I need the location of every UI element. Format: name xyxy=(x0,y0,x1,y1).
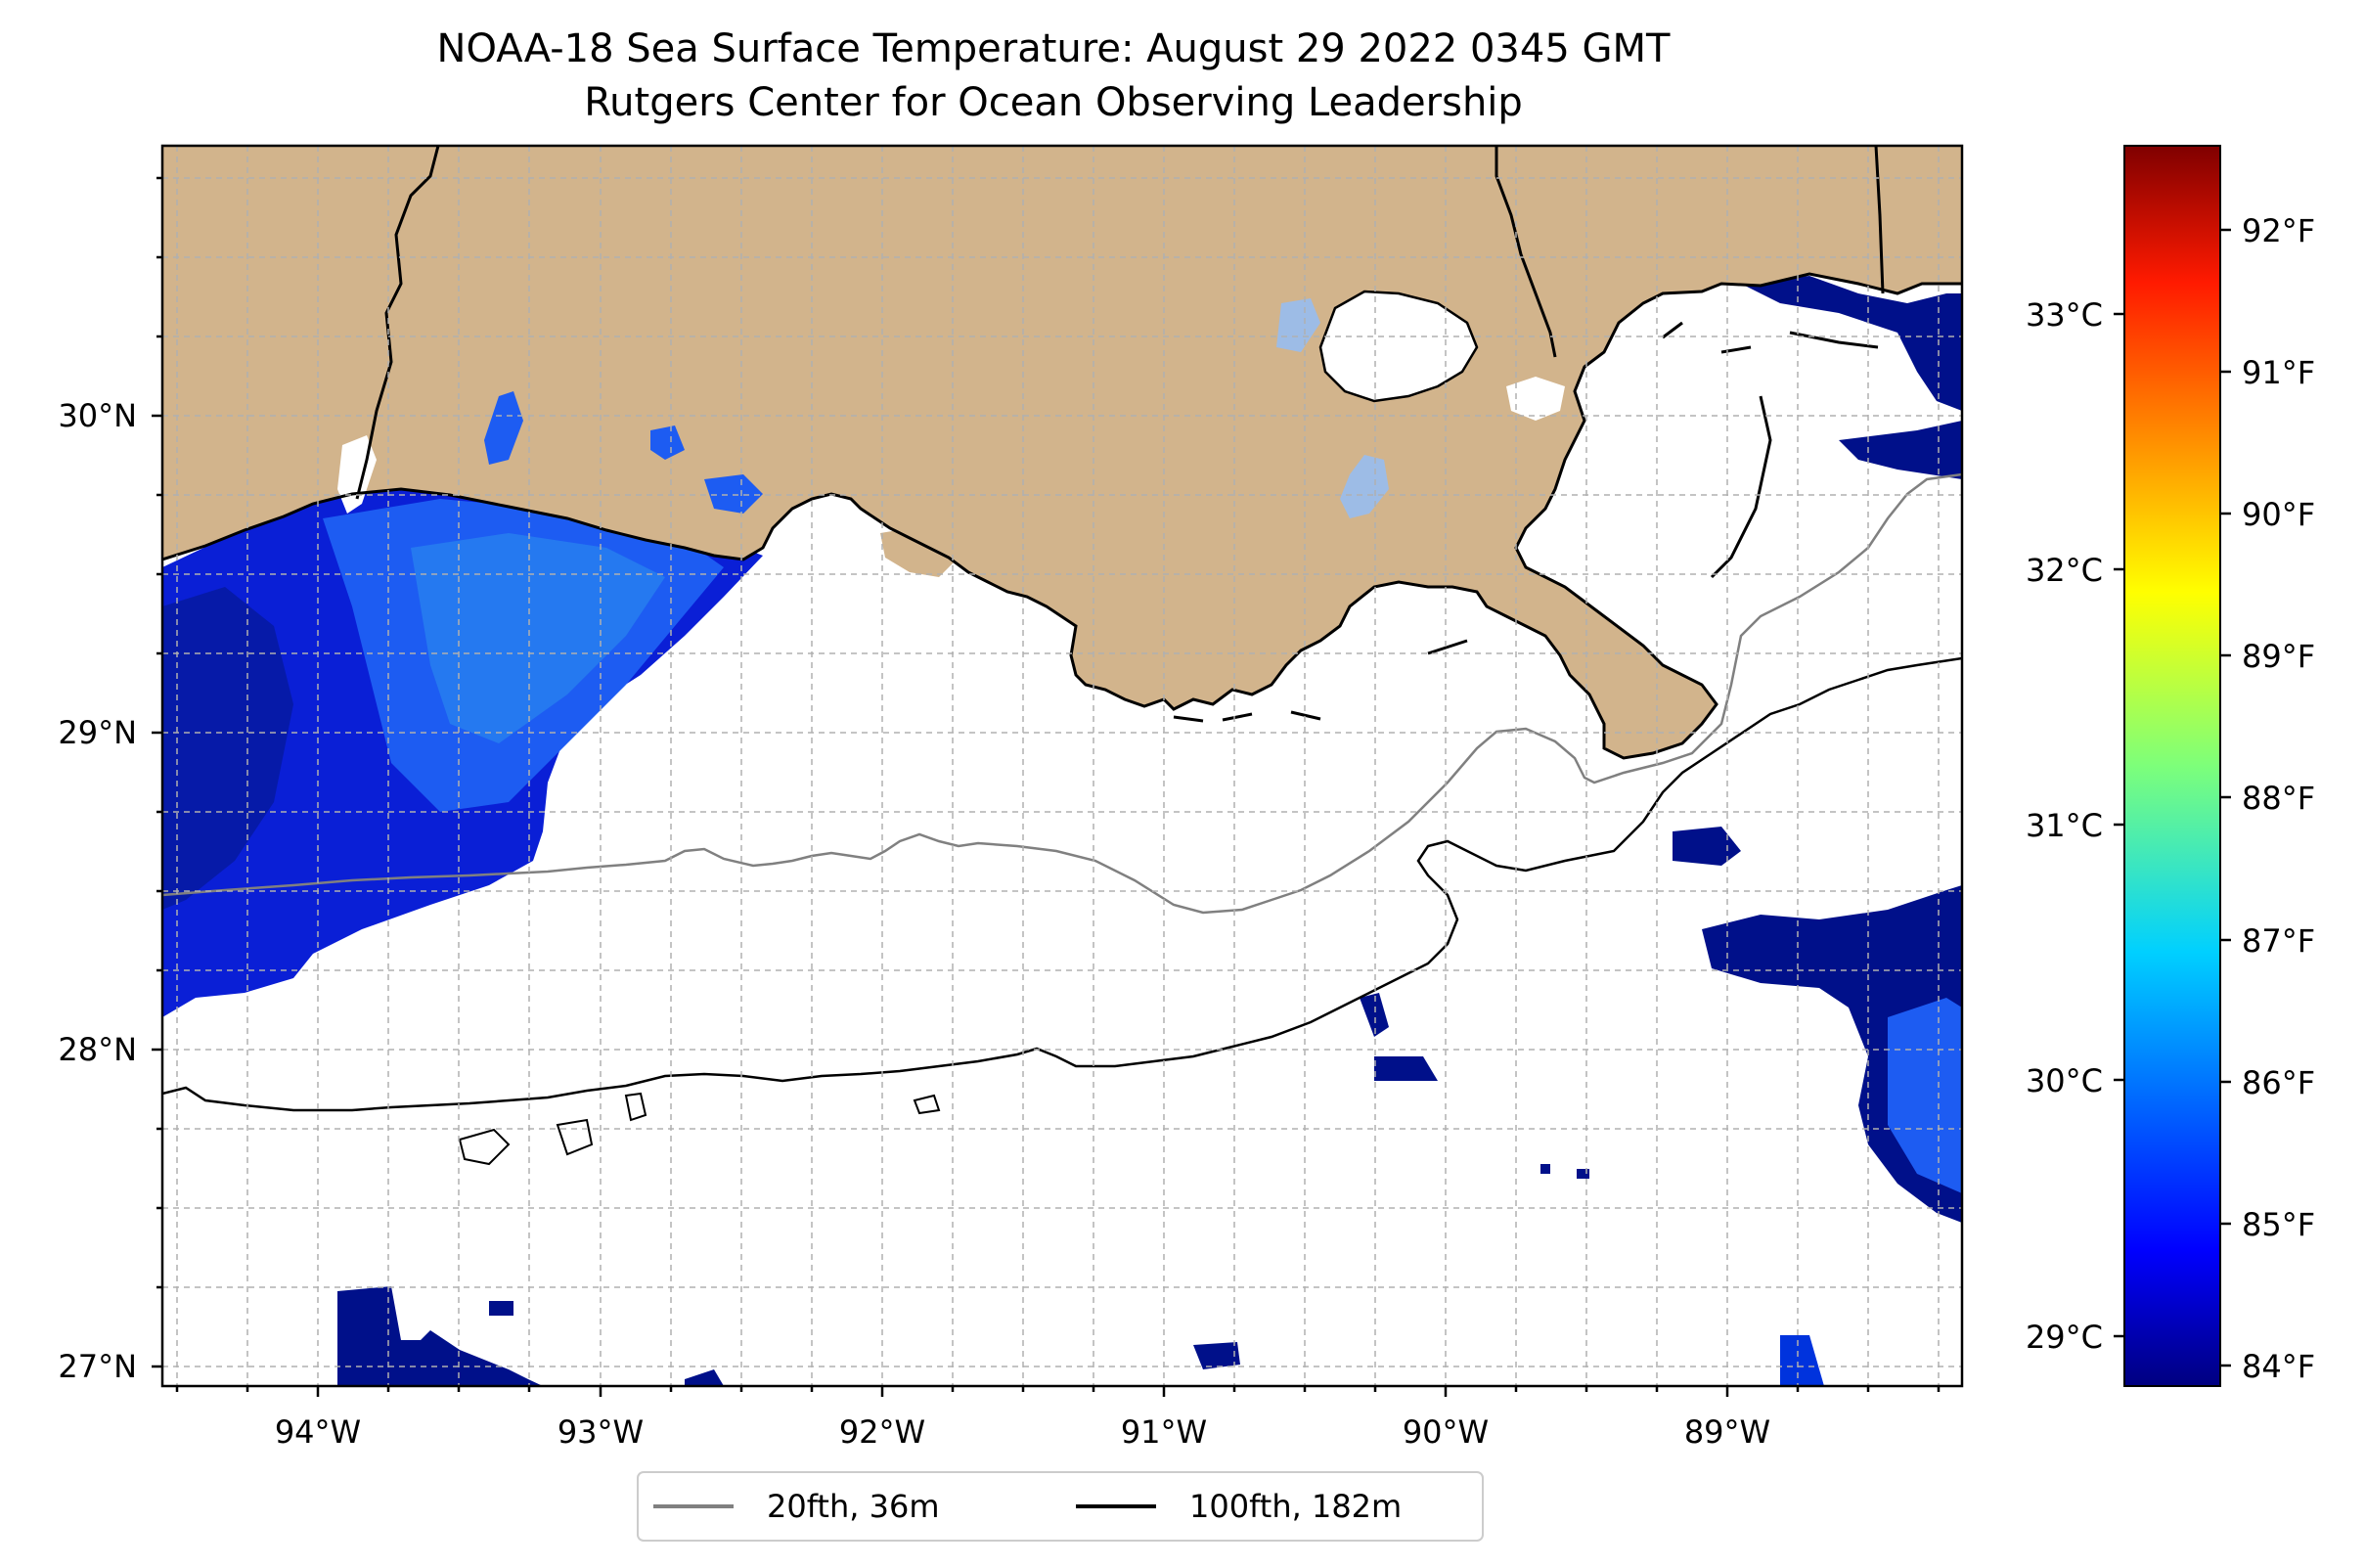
sst-patch-south-2 xyxy=(1193,1342,1240,1369)
island-3 xyxy=(1290,710,1321,721)
isobath-100fth-knoll-2 xyxy=(556,1118,594,1156)
map-panel xyxy=(162,146,1962,1386)
legend: 20fth, 36m 100fth, 182m xyxy=(637,1471,1484,1542)
colorbar-c-tick-29: 29°C xyxy=(2026,1319,2103,1356)
island-4 xyxy=(1427,639,1468,655)
colorbar-f-tick-88: 88°F xyxy=(2242,780,2315,817)
colorbar-f-tick-89: 89°F xyxy=(2242,638,2315,675)
gridlines xyxy=(162,146,1962,1386)
isobath-100fth-knoll-4 xyxy=(913,1094,941,1115)
sst-data-layer xyxy=(162,276,1962,1386)
lake-blue-1 xyxy=(484,391,523,465)
island-2 xyxy=(1222,712,1253,722)
colorbar-c-tick-33: 33°C xyxy=(2026,296,2103,334)
coastline-borders xyxy=(162,146,1962,760)
isobath-100fth-knoll-1 xyxy=(458,1128,511,1166)
isobath-100fth xyxy=(162,656,1962,1112)
lat-tick-label-28n: 28°N xyxy=(58,1031,137,1068)
lake-pontchartrain xyxy=(1318,290,1479,403)
island-6 xyxy=(1720,345,1752,354)
x-ticks xyxy=(175,1386,1941,1397)
colorbar-f-tick-91: 91°F xyxy=(2242,354,2315,391)
sst-patch-east-2 xyxy=(1673,827,1741,866)
island-8 xyxy=(1710,395,1772,579)
sst-patch-southwest-2 xyxy=(489,1301,513,1316)
isobath-20fth xyxy=(162,472,1962,915)
sst-patch-northeast xyxy=(1741,276,1962,411)
map-frame xyxy=(160,144,1964,1388)
colorbar-gradient xyxy=(2123,145,2221,1387)
colorbar-c-tick-30: 30°C xyxy=(2026,1062,2103,1099)
colorbar-ticks xyxy=(2114,228,2231,1367)
sst-patch-mid-3 xyxy=(1540,1164,1550,1174)
colorbar-c-tick-31: 31°C xyxy=(2026,807,2103,844)
lat-tick-label-30n: 30°N xyxy=(58,397,137,434)
land-peninsula-sw xyxy=(880,528,954,577)
title-line-1: NOAA-18 Sea Surface Temperature: August … xyxy=(437,26,1671,71)
mississippi-alabama-border xyxy=(1874,146,1885,294)
sst-patch-northeast-2 xyxy=(1839,421,1962,479)
colorbar-f-tick-84: 84°F xyxy=(2242,1348,2315,1385)
sst-patch-west-cool xyxy=(162,587,293,910)
lake-white-east xyxy=(1506,377,1565,421)
coastline xyxy=(162,272,1962,760)
lake-shallow-1 xyxy=(1276,298,1320,352)
sst-patch-mid-2 xyxy=(1374,1056,1438,1081)
lon-tick-label-94w: 94°W xyxy=(275,1413,361,1451)
island-7 xyxy=(1789,331,1879,349)
land-area xyxy=(162,146,1962,758)
lon-tick-label-89w: 89°W xyxy=(1684,1413,1770,1451)
colorbar-f-tick-87: 87°F xyxy=(2242,922,2315,960)
lat-tick-label-29n: 29°N xyxy=(58,714,137,751)
isobath-100fth-knoll-3 xyxy=(624,1092,647,1122)
colorbar-f-tick-86: 86°F xyxy=(2242,1064,2315,1101)
island-5 xyxy=(1662,321,1683,339)
colorbar: 29°C 30°C 31°C 32°C 33°C 84°F 85°F 86°F … xyxy=(2026,145,2315,1387)
lon-tick-label-93w: 93°W xyxy=(558,1413,644,1451)
sst-patch-mid-4 xyxy=(1577,1169,1589,1179)
sst-patch-south-1 xyxy=(685,1369,724,1386)
lake-blue-3 xyxy=(704,474,763,514)
texas-louisiana-border xyxy=(355,146,440,500)
legend-label-100fth: 100fth, 182m xyxy=(1189,1488,1402,1525)
lon-tick-label-90w: 90°W xyxy=(1403,1413,1489,1451)
sst-patch-southeast-1 xyxy=(1780,1335,1824,1386)
colorbar-f-tick-92: 92°F xyxy=(2242,212,2315,249)
colorbar-c-tick-32: 32°C xyxy=(2026,552,2103,589)
legend-box xyxy=(637,1471,1484,1542)
lon-tick-label-91w: 91°W xyxy=(1121,1413,1207,1451)
lake-blue-2 xyxy=(650,426,685,460)
lon-tick-label-92w: 92°W xyxy=(839,1413,925,1451)
sst-patch-east-warm xyxy=(1888,998,1962,1193)
sst-patch-mid-1 xyxy=(1360,993,1389,1037)
island-1 xyxy=(1173,715,1204,723)
sst-patch-west-warmest xyxy=(411,533,665,743)
colorbar-f-tick-90: 90°F xyxy=(2242,496,2315,533)
y-ticks xyxy=(152,176,162,1368)
louisiana-mississippi-border xyxy=(1495,146,1557,358)
colorbar-f-tick-85: 85°F xyxy=(2242,1206,2315,1243)
lake-shallow-2 xyxy=(1340,455,1389,518)
legend-label-20fth: 20fth, 36m xyxy=(767,1488,939,1525)
lat-tick-label-27n: 27°N xyxy=(58,1348,137,1385)
title-line-2: Rutgers Center for Ocean Observing Leade… xyxy=(584,80,1523,125)
